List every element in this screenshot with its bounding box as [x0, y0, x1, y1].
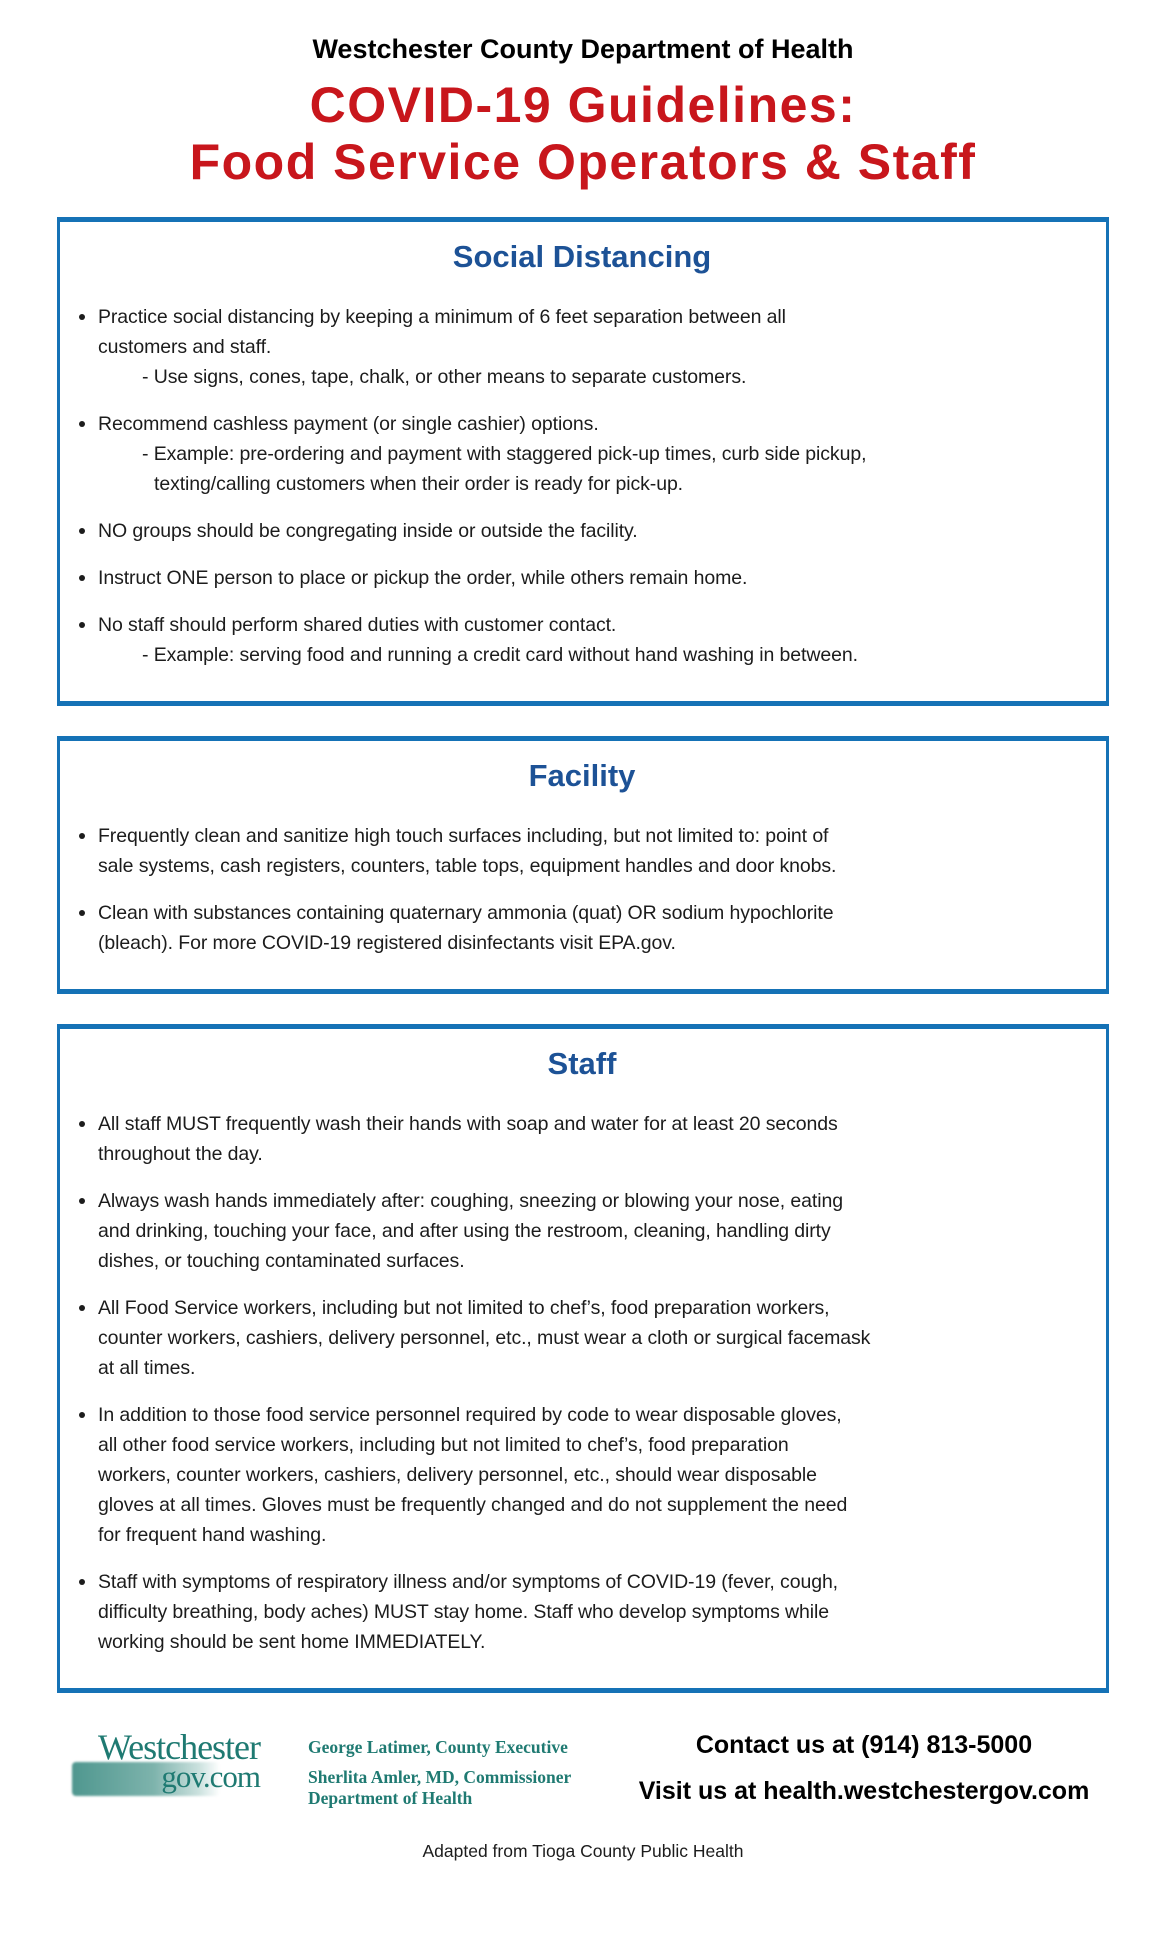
bullet-line: Clean with substances containing quatern… [98, 902, 834, 924]
bullet-line: Recommend cashless payment (or single ca… [98, 413, 599, 435]
bullet-line: Practice social distancing by keeping a … [98, 306, 786, 328]
bullet-item: Staff with symptoms of respiratory illne… [72, 1567, 1092, 1657]
sub-line: - Use signs, cones, tape, chalk, or othe… [142, 366, 747, 388]
official-county-executive: George Latimer, County Executive [308, 1737, 568, 1757]
bullet-item: All Food Service workers, including but … [72, 1293, 1092, 1383]
footer: Westchester gov.com George Latimer, Coun… [60, 1729, 1110, 1833]
bullet-item: Frequently clean and sanitize high touch… [72, 821, 1092, 881]
bullet-line: throughout the day. [98, 1143, 263, 1165]
bullet-line: difficulty breathing, body aches) MUST s… [98, 1601, 829, 1623]
bullet-item-body: Practice social distancing by keeping a … [98, 302, 1092, 392]
bullet-line: Instruct ONE person to place or pickup t… [98, 567, 748, 589]
bullet-item-body: No staff should perform shared duties wi… [98, 610, 1092, 670]
bullet-item: No staff should perform shared duties wi… [72, 610, 1092, 670]
westchestergov-logo: Westchester gov.com [60, 1729, 308, 1833]
bullet-item-body: Always wash hands immediately after: cou… [98, 1186, 1092, 1276]
bullet-line: No staff should perform shared duties wi… [98, 614, 617, 636]
section-title: Social Distancing [452, 239, 712, 274]
bullet-item: In addition to those food service person… [72, 1400, 1092, 1550]
bullet-item: Clean with substances containing quatern… [72, 898, 1092, 958]
bullet-item-body: Recommend cashless payment (or single ca… [98, 409, 1092, 499]
bullet-line: Staff with symptoms of respiratory illne… [98, 1571, 839, 1593]
logo-text: Westchester gov.com [98, 1727, 261, 1794]
contact-block: Contact us at (914) 813-5000 Visit us at… [618, 1729, 1110, 1806]
bullet-line: NO groups should be congregating inside … [98, 520, 638, 542]
bullet-line: all other food service workers, includin… [98, 1434, 789, 1456]
bullet-line: at all times. [98, 1357, 196, 1379]
bullet-item: Always wash hands immediately after: cou… [72, 1186, 1092, 1276]
bullet-line: working should be sent home IMMEDIATELY. [98, 1631, 486, 1653]
bullet-item-body: All staff MUST frequently wash their han… [98, 1109, 1092, 1169]
logo-wordmark-line2: gov.com [161, 1759, 261, 1794]
bullet-item-body: In addition to those food service person… [98, 1400, 1092, 1550]
bullet-line: dishes, or touching contaminated surface… [98, 1250, 465, 1272]
bullet-line: and drinking, touching your face, and af… [98, 1220, 831, 1242]
logo-wordmark-line1: Westchester [98, 1727, 261, 1767]
bullet-item: Recommend cashless payment (or single ca… [72, 409, 1092, 499]
bullet-line: gloves at all times. Gloves must be freq… [98, 1494, 848, 1516]
bullet-list: Frequently clean and sanitize high touch… [72, 821, 1092, 958]
bullet-item-body: Instruct ONE person to place or pickup t… [98, 563, 1092, 593]
bullet-line: for frequent hand washing. [98, 1524, 327, 1546]
page-title-line2: Food Service Operators & Staff [189, 134, 977, 190]
official-department: Department of Health [308, 1788, 473, 1808]
bullet-line: (bleach). For more COVID-19 registered d… [98, 932, 676, 954]
bullet-item: Instruct ONE person to place or pickup t… [72, 563, 1092, 593]
bullet-line: Frequently clean and sanitize high touch… [98, 825, 829, 847]
section-title: Facility [528, 758, 636, 793]
logo-swoosh-icon [72, 1762, 220, 1796]
sub-line: - Example: serving food and running a cr… [142, 644, 858, 666]
contact-phone: Contact us at (914) 813-5000 [695, 1731, 1033, 1759]
bullet-line: In addition to those food service person… [98, 1404, 842, 1426]
bullet-item: NO groups should be congregating inside … [72, 516, 1092, 546]
bullet-item-body: Frequently clean and sanitize high touch… [98, 821, 1092, 881]
bullet-item: All staff MUST frequently wash their han… [72, 1109, 1092, 1169]
bullet-line: sale systems, cash registers, counters, … [98, 855, 837, 877]
contact-website: Visit us at health.westchestergov.com [638, 1777, 1090, 1805]
bullet-item: Practice social distancing by keeping a … [72, 302, 1092, 392]
bullet-line: customers and staff. [98, 336, 272, 358]
sections: Social Distancing Practice social distan… [0, 217, 1166, 1693]
bullet-item-body: Clean with substances containing quatern… [98, 898, 1092, 958]
bullet-item-body: Staff with symptoms of respiratory illne… [98, 1567, 1092, 1657]
bullet-line: All Food Service workers, including but … [98, 1297, 830, 1319]
bullet-line: Always wash hands immediately after: cou… [98, 1190, 843, 1212]
sub-line: - Example: pre-ordering and payment with… [142, 443, 867, 465]
bullet-line: All staff MUST frequently wash their han… [98, 1113, 838, 1135]
bullet-list: All staff MUST frequently wash their han… [72, 1109, 1092, 1657]
credit-line: Adapted from Tioga County Public Health [422, 1841, 744, 1861]
bullet-line: workers, counter workers, cashiers, deli… [98, 1464, 817, 1486]
officials-block: George Latimer, County Executive Sherlit… [308, 1729, 618, 1809]
page-title: COVID-19 Guidelines: Food Service Operat… [0, 77, 1166, 191]
bullet-item-body: NO groups should be congregating inside … [98, 516, 1092, 546]
page-title-line1: COVID-19 Guidelines: [309, 77, 857, 133]
bullet-line: counter workers, cashiers, delivery pers… [98, 1327, 871, 1349]
bullet-item-body: All Food Service workers, including but … [98, 1293, 1092, 1383]
section-box: Staff All staff MUST frequently wash the… [57, 1024, 1109, 1693]
section-box: Social Distancing Practice social distan… [57, 217, 1109, 706]
section-box: Facility Frequently clean and sanitize h… [57, 736, 1109, 994]
official-commissioner: Sherlita Amler, MD, Commissioner [308, 1767, 572, 1787]
bullet-list: Practice social distancing by keeping a … [72, 302, 1092, 670]
org-title: Westchester County Department of Health [312, 34, 854, 64]
section-title: Staff [547, 1046, 617, 1081]
sub-line: texting/calling customers when their ord… [154, 473, 684, 495]
